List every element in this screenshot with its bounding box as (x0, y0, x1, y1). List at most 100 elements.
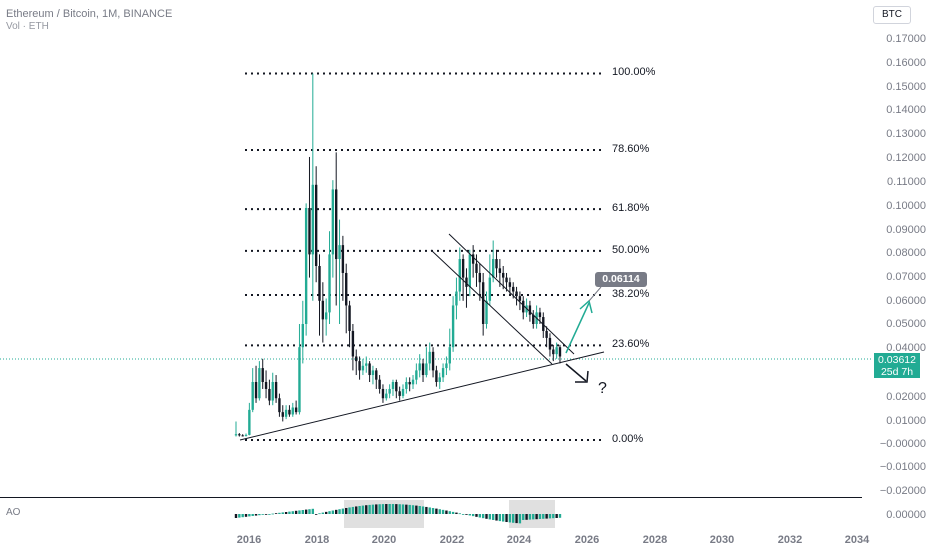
time-axis-label: 2034 (844, 534, 870, 546)
candle-body (481, 282, 485, 324)
ao-bar (425, 506, 428, 514)
ao-bar (341, 508, 345, 514)
time-axis-label: 2016 (236, 534, 262, 546)
ao-bar (485, 514, 488, 519)
candle-body (264, 382, 268, 389)
price-axis-label: 0.11000 (887, 176, 926, 188)
ao-bar (508, 514, 512, 523)
candle-body (371, 370, 375, 376)
ao-bar (475, 514, 478, 517)
candle-body (491, 259, 495, 278)
price-axis-label: 0.14000 (886, 104, 926, 116)
candle-body (311, 184, 315, 255)
support-trendline (239, 351, 605, 441)
candle-body (378, 379, 381, 389)
candle-body (301, 324, 304, 348)
ao-bar (258, 514, 261, 516)
channel-lower-line (430, 249, 553, 365)
ao-bar (518, 514, 522, 524)
ao-bar (378, 504, 381, 514)
candle-body (508, 282, 512, 287)
pane-divider[interactable] (0, 497, 862, 498)
candle-body (415, 370, 418, 380)
fib-level-label: 78.60% (612, 143, 650, 155)
price-axis-label: 0.13000 (886, 128, 926, 140)
target-price-tag: 0.06114 (595, 272, 647, 287)
ao-bar (318, 513, 321, 515)
ao-bar (351, 506, 355, 514)
candle-body (552, 349, 555, 355)
ao-bar (461, 514, 465, 515)
ao-bar (441, 509, 445, 514)
price-axis-label: −0.02000 (879, 485, 926, 497)
ao-bar (284, 512, 288, 514)
target-connector (588, 286, 602, 302)
ao-bar (428, 507, 431, 514)
ao-bar (375, 504, 378, 514)
ao-bar (411, 505, 415, 514)
candle-countdown: 25d 7h (880, 366, 914, 378)
ao-bar (355, 506, 358, 514)
ao-bar (455, 512, 458, 514)
ao-indicator-label[interactable]: AO (6, 507, 21, 518)
candle-body (522, 300, 525, 313)
ao-bar (291, 511, 294, 514)
ao-bar (512, 514, 515, 523)
ao-bar (465, 514, 468, 515)
ao-bar (438, 509, 441, 514)
ao-bar (308, 509, 311, 514)
ao-bar (451, 511, 455, 514)
candle-body (558, 347, 562, 357)
candle-body (512, 286, 515, 292)
candle-body (358, 361, 361, 371)
ao-bar (488, 514, 492, 520)
candle-body (451, 305, 455, 348)
price-axis-label: 0.05000 (886, 318, 926, 330)
ao-bar (311, 508, 315, 514)
ao-bar (555, 514, 558, 518)
ao-bar (238, 514, 241, 518)
candle-body (348, 305, 351, 331)
question-mark: ? (598, 380, 607, 397)
candle-body (528, 305, 532, 315)
ao-bar (321, 512, 325, 514)
time-axis-label: 2026 (574, 534, 600, 546)
up-projection-arrow (565, 302, 590, 354)
ao-bar (448, 511, 451, 514)
ao-bar (248, 514, 251, 517)
candle-body (335, 189, 338, 260)
candle-body (304, 208, 308, 324)
ao-bar (415, 505, 418, 514)
candle-body (338, 245, 341, 260)
candle-body (495, 259, 498, 269)
ao-bar (548, 514, 552, 519)
fib-level-label: 0.00% (612, 433, 644, 445)
time-axis-label: 2024 (506, 534, 532, 546)
price-axis-label: 0.15000 (886, 81, 926, 93)
ao-bar (294, 510, 298, 514)
ao-bar (371, 504, 375, 514)
ao-bar (298, 510, 301, 514)
fib-level-label: 100.00% (612, 66, 656, 79)
ao-bar (502, 514, 505, 522)
candle-body (411, 379, 415, 385)
candle-body (251, 382, 254, 410)
ao-bar (338, 509, 341, 514)
currency-button[interactable]: BTC (873, 6, 911, 24)
candle-body (365, 363, 368, 366)
ao-bar (522, 514, 525, 520)
candle-body (458, 259, 461, 292)
ao-bar (331, 510, 335, 514)
candle-body (468, 254, 471, 287)
candle-body (261, 368, 264, 382)
time-axis-label: 2018 (304, 534, 330, 546)
volume-label: Vol · ETH (6, 21, 49, 32)
candle-body (291, 407, 294, 415)
candle-body (388, 388, 391, 394)
ao-bar (478, 514, 482, 518)
ao-bar (234, 514, 238, 518)
ao-bar (388, 504, 391, 514)
candle-body (351, 330, 355, 357)
price-axis-label: 0.16000 (886, 57, 926, 69)
